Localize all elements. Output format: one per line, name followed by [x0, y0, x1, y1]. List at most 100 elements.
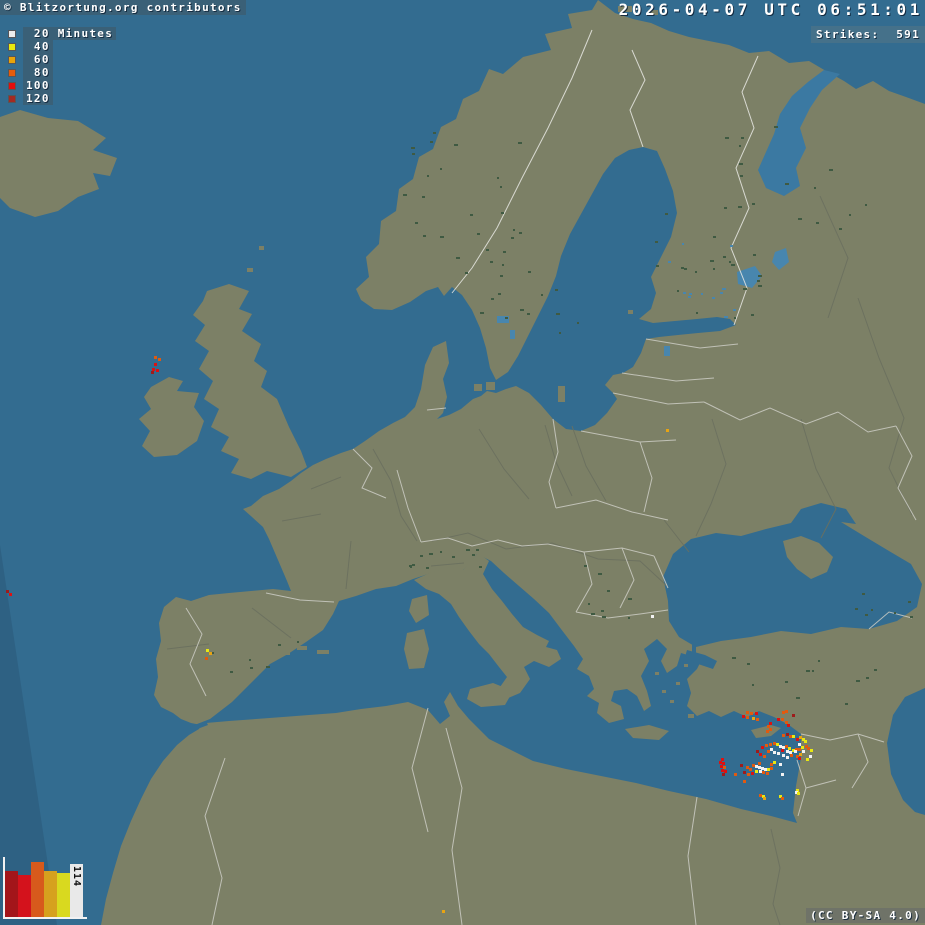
terrain-speckle: [297, 641, 299, 643]
lightning-strike: [786, 750, 789, 753]
lightning-strike: [749, 768, 752, 771]
lightning-strike: [770, 767, 773, 770]
lightning-strike: [785, 745, 788, 748]
legend-label: 80: [23, 66, 53, 79]
histogram-bar-120min: [5, 871, 18, 917]
terrain-speckle: [656, 265, 659, 267]
terrain-speckle: [541, 294, 543, 296]
lightning-strike: [801, 746, 804, 749]
lightning-strike: [773, 761, 776, 764]
histogram-bar-40min: [57, 873, 70, 917]
lightning-strike: [721, 758, 724, 761]
terrain-speckle: [415, 222, 418, 224]
lightning-strike: [795, 791, 798, 794]
lightning-strike: [156, 369, 159, 372]
lightning-strike: [666, 429, 669, 432]
lightning-strike: [767, 725, 770, 728]
lightning-strike: [755, 770, 758, 773]
lightning-strike: [763, 797, 766, 800]
legend-label: 120: [23, 92, 53, 105]
lightning-strike: [762, 795, 765, 798]
terrain-speckle: [427, 175, 429, 177]
terrain-speckle: [491, 298, 494, 300]
white-sea: [758, 70, 840, 196]
lightning-strike: [756, 718, 759, 721]
timestamp-label: 2026-04-07 UTC 06:51:01: [618, 0, 923, 19]
lightning-strike: [797, 792, 800, 795]
histogram-x-axis: [3, 917, 87, 919]
terrain-speckle: [433, 132, 436, 134]
terrain-speckle: [472, 554, 475, 556]
lightning-strike: [750, 712, 753, 715]
lightning-strike: [719, 761, 722, 764]
lightning-strike: [767, 750, 770, 753]
terrain-speckle: [528, 271, 531, 273]
lightning-strike: [769, 743, 772, 746]
lightning-strike: [766, 730, 769, 733]
terrain-speckle: [874, 669, 877, 671]
lightning-strike: [759, 794, 762, 797]
sea-of-marmara: [685, 650, 717, 669]
lightning-strike: [776, 743, 779, 746]
ireland: [139, 377, 204, 457]
terrain-speckle: [701, 293, 703, 295]
terrain-speckle: [412, 564, 415, 566]
lightning-strike: [9, 593, 12, 596]
terrain-speckle: [739, 145, 741, 147]
terrain-speckle: [740, 175, 743, 177]
terrain-speckle: [758, 285, 762, 287]
lightning-strike: [761, 767, 764, 770]
terrain-speckle: [796, 697, 800, 699]
terrain-speckle: [479, 566, 482, 568]
terrain-speckle: [403, 194, 407, 196]
terrain-speckle: [520, 309, 524, 311]
terrain-speckle: [753, 254, 756, 256]
terrain-speckle: [518, 142, 522, 144]
lightning-strike: [782, 754, 785, 757]
terrain-speckle: [527, 313, 530, 315]
lightning-strike: [779, 795, 782, 798]
terrain-speckle: [689, 293, 692, 295]
legend-color-swatch: [8, 42, 16, 51]
lightning-strike: [781, 797, 784, 800]
rivers-layer: [166, 195, 913, 925]
lightning-strike: [785, 710, 788, 713]
legend-color-swatch: [8, 81, 16, 90]
legend-label: 20 Minutes: [23, 27, 117, 40]
lightning-strike: [154, 356, 157, 359]
lightning-strike: [782, 734, 785, 737]
terrain-speckle: [747, 663, 750, 665]
terrain-speckle: [894, 612, 896, 614]
lightning-strike: [788, 747, 791, 750]
license-label: (CC BY-SA 4.0): [806, 908, 925, 923]
legend-color-swatch: [8, 29, 16, 38]
lightning-strike: [734, 773, 737, 776]
terrain-speckle: [486, 249, 489, 251]
terrain-speckle: [866, 677, 869, 679]
lightning-strike: [770, 748, 773, 751]
black-sea: [663, 503, 922, 647]
terrain-speckle: [798, 218, 802, 220]
terrain-speckle: [500, 186, 502, 188]
terrain-speckle: [696, 312, 698, 314]
terrain-speckle: [410, 566, 412, 568]
terrain-speckle: [743, 288, 747, 290]
copyright-label: © Blitzortung.org contributors: [0, 0, 246, 15]
lightning-strike: [798, 748, 801, 751]
terrain-speckle: [465, 272, 468, 274]
terrain-speckle: [738, 206, 742, 208]
legend-row: 40: [8, 40, 116, 53]
terrain-speckle: [278, 644, 281, 646]
lightning-strike: [798, 743, 801, 746]
lightning-strike: [759, 753, 762, 756]
terrain-speckle: [739, 163, 743, 165]
strikes-label: Strikes:: [816, 28, 880, 41]
strike-rate-histogram: 114: [0, 856, 94, 923]
terrain-speckle: [584, 565, 587, 567]
terrain-speckle: [266, 666, 270, 668]
terrain-speckle: [729, 261, 731, 263]
terrain-speckle: [601, 610, 604, 612]
terrain-speckle: [513, 229, 515, 231]
